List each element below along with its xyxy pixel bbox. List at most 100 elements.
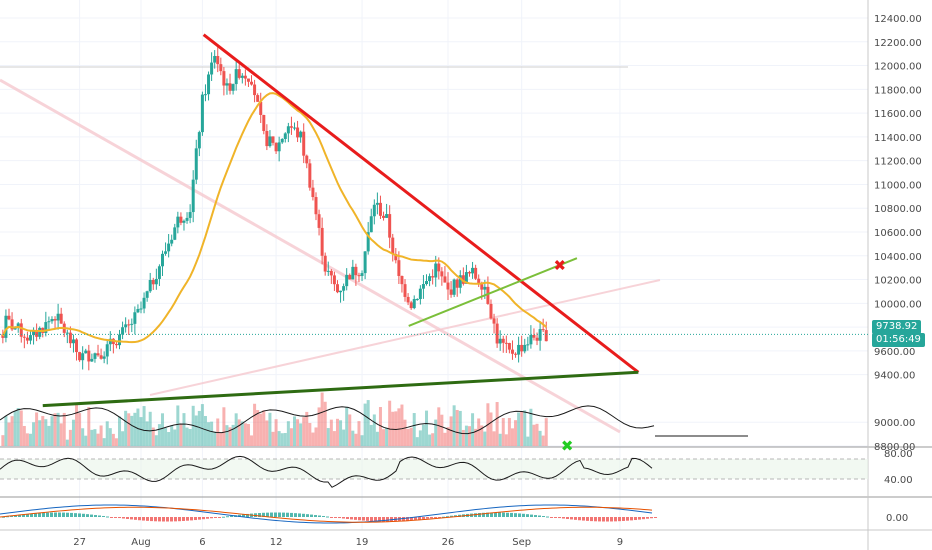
- volume-bar: [246, 423, 250, 446]
- candle-body: [535, 337, 539, 341]
- macd-histogram-bar: [618, 517, 621, 522]
- volume-bar: [440, 414, 444, 446]
- candle-body: [191, 179, 195, 213]
- candle-body: [406, 296, 410, 303]
- candle-body: [13, 328, 17, 330]
- volume-bar: [228, 427, 232, 446]
- macd-histogram-bar: [426, 517, 429, 519]
- macd-histogram-bar: [370, 517, 373, 522]
- candle-body: [523, 344, 527, 352]
- candle-body: [154, 278, 158, 285]
- price-tick-label: 11000.00: [874, 180, 922, 191]
- volume-bar: [47, 425, 51, 446]
- macd-histogram-bar: [642, 517, 645, 520]
- volume-bar: [529, 408, 533, 446]
- candle-body: [351, 266, 355, 280]
- candle-body: [517, 344, 521, 355]
- candle-body: [213, 56, 217, 63]
- volume-bar: [16, 408, 20, 446]
- volume-bar: [231, 424, 235, 446]
- volume-bar: [154, 435, 158, 446]
- macd-histogram-bar: [598, 517, 601, 522]
- candle-body: [302, 131, 306, 156]
- volume-bar: [197, 410, 201, 446]
- macd-histogram-bar: [170, 517, 173, 522]
- macd-histogram-bar: [626, 517, 629, 521]
- volume-bar: [532, 424, 536, 446]
- volume-bar: [535, 423, 539, 446]
- macd-histogram-bar: [582, 517, 585, 521]
- candle-body: [504, 342, 508, 344]
- candle-body: [59, 313, 63, 324]
- candle-body: [262, 114, 266, 131]
- volume-bar: [243, 423, 247, 446]
- candle-body: [520, 344, 524, 352]
- macd-histogram-bar: [266, 512, 269, 517]
- macd-histogram-bar: [422, 517, 425, 520]
- macd-histogram-bar: [154, 517, 157, 522]
- macd-histogram-bar: [538, 515, 541, 517]
- volume-bar: [385, 427, 389, 446]
- macd-line: [0, 504, 653, 524]
- candle-body: [480, 284, 484, 290]
- candle-body: [455, 279, 459, 288]
- candle-body: [222, 71, 226, 86]
- candle-body: [19, 323, 23, 337]
- candle-body: [357, 275, 361, 277]
- volume-bar: [222, 407, 226, 446]
- macd-histogram-bar: [222, 516, 225, 518]
- volume-bar: [483, 431, 487, 446]
- candle-body: [194, 148, 198, 180]
- price-tick-label: 8800.00: [874, 442, 915, 453]
- candle-body: [375, 202, 379, 205]
- volume-bar: [13, 410, 17, 446]
- candle-body: [320, 227, 324, 256]
- volume-bar: [492, 431, 496, 446]
- volume-bar: [256, 410, 260, 446]
- candle-body: [228, 83, 232, 91]
- candle-body: [237, 69, 241, 78]
- volume-bar: [299, 423, 303, 446]
- macd-histogram-bar: [126, 517, 129, 519]
- candle-body: [329, 270, 333, 276]
- candle-body: [467, 272, 471, 274]
- candle-body: [342, 286, 346, 291]
- time-tick-label: Aug: [131, 537, 151, 548]
- volume-bar: [382, 429, 386, 446]
- candle-body: [443, 276, 447, 283]
- macd-histogram-bar: [614, 517, 617, 522]
- macd-histogram-bar: [454, 515, 457, 517]
- candle-body: [394, 253, 398, 261]
- volume-bar: [124, 410, 128, 446]
- macd-histogram-bar: [66, 512, 69, 517]
- candle-body: [216, 56, 220, 65]
- macd-histogram-bar: [258, 513, 261, 517]
- candle-body: [541, 329, 545, 331]
- macd-histogram-bar: [186, 517, 189, 521]
- volume-bar: [296, 419, 300, 446]
- macd-histogram-bar: [390, 517, 393, 522]
- macd-histogram-bar: [38, 513, 41, 517]
- trendline-ascending-support: [42, 370, 639, 408]
- candle-body: [268, 136, 272, 147]
- price-tick-label: 12000.00: [874, 62, 922, 73]
- red-cross-marker: ✖: [553, 256, 566, 274]
- macd-histogram-bar: [262, 512, 265, 517]
- macd-histogram-bar: [274, 512, 277, 517]
- volume-bar: [250, 435, 254, 446]
- price-tick-label: 10400.00: [874, 252, 922, 263]
- macd-signal-line: [0, 506, 653, 523]
- price-tick-label: 9600.00: [874, 347, 915, 358]
- macd-histogram-bar: [282, 512, 285, 517]
- volume-bar: [366, 400, 370, 446]
- time-tick-label: 9: [617, 537, 623, 548]
- volume-bar: [538, 430, 542, 446]
- candle-body: [38, 327, 42, 337]
- volume-bar: [406, 428, 410, 446]
- time-tick-label: 19: [356, 537, 369, 548]
- macd-histogram-bar: [54, 512, 57, 517]
- candle-body: [360, 273, 364, 276]
- volume-bar: [286, 421, 290, 446]
- candle-body: [486, 286, 490, 304]
